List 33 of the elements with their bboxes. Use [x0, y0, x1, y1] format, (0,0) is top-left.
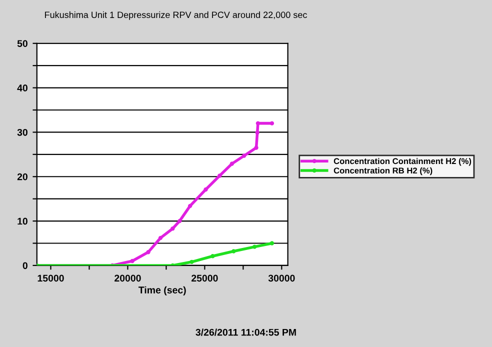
point — [232, 249, 236, 254]
point — [188, 204, 192, 208]
point — [252, 244, 257, 249]
point — [190, 260, 194, 264]
y-tick-label: 0 — [22, 262, 28, 270]
point — [270, 121, 274, 126]
y-tick-label: 10 — [18, 218, 28, 225]
point — [218, 174, 222, 178]
point — [230, 162, 234, 166]
point — [255, 130, 260, 135]
point — [130, 258, 134, 264]
x-tick-label: 25000 — [192, 274, 218, 282]
point — [204, 187, 208, 192]
x-axis-title: Time (sec) — [138, 286, 186, 296]
point — [210, 254, 215, 258]
legend-label: Concentration RB H2 (%) — [334, 167, 432, 176]
x-tick-label: 20000 — [114, 274, 141, 282]
y-tick-label: 30 — [17, 128, 28, 136]
point — [146, 250, 150, 254]
y-tick-label: 40 — [17, 84, 28, 92]
point — [254, 146, 258, 150]
chart-title: Fukushima Unit 1 Depressurize RPV and PCV around 22,000 sec — [45, 11, 307, 20]
point — [270, 241, 274, 246]
y-tick-label: 50 — [17, 40, 28, 47]
text: 3/26/2011 11:04:55 PM — [196, 328, 296, 336]
point — [242, 154, 246, 158]
legend-label: Concentration Containment H2 (%) — [334, 158, 472, 166]
x-tick-label: 30000 — [268, 274, 295, 282]
point — [170, 226, 175, 231]
point — [158, 236, 163, 240]
x-tick-label: 15000 — [38, 274, 64, 282]
point — [178, 218, 182, 224]
y-tick-label: 20 — [17, 173, 28, 180]
